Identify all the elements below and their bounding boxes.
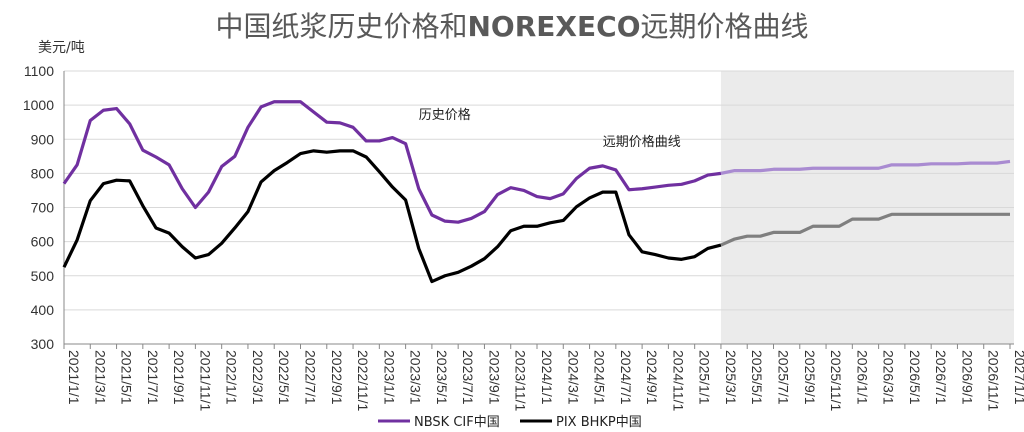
- x-tick-label: 2023/1/1: [381, 350, 397, 405]
- x-tick-label: 2025/11/1: [828, 350, 844, 411]
- chart-title-brand: NOREXECO: [468, 10, 641, 43]
- x-tick-label: 2023/9/1: [486, 350, 502, 405]
- y-tick-label: 1100: [24, 63, 54, 79]
- series-line-nbsk-forward: [720, 159, 1011, 175]
- series-line-bhkp-forward: [720, 212, 1010, 247]
- x-tick-label: 2021/9/1: [171, 350, 187, 405]
- y-unit-label: 美元/吨: [38, 40, 85, 56]
- x-axis-ticks: 2021/1/1 2021/3/1 2021/5/1 2021/7/1 2021/9/1…: [63, 344, 1024, 411]
- x-tick-label: 2022/1/1: [224, 350, 240, 405]
- series-lines: [62, 100, 1011, 284]
- legend-label-nbsk: NBSK CIF中国: [414, 415, 500, 430]
- x-tick-label: 2025/9/1: [802, 350, 818, 405]
- legend-label-bhkp: PIX BHKP中国: [556, 415, 642, 430]
- y-tick-label: 400: [31, 302, 55, 318]
- chart-title-part1: 中国纸浆历史价格和: [215, 10, 467, 43]
- x-tick-label: 2025/7/1: [776, 350, 792, 405]
- x-tick-label: 2021/11/1: [197, 350, 213, 411]
- x-tick-label: 2026/1/1: [854, 350, 870, 405]
- series-line-nbsk-history: [62, 100, 722, 224]
- x-tick-label: 2024/9/1: [644, 350, 660, 405]
- x-tick-label: 2021/7/1: [145, 350, 161, 405]
- x-tick-label: 2026/3/1: [881, 350, 897, 405]
- x-tick-label: 2024/7/1: [618, 350, 634, 405]
- x-tick-label: 2025/3/1: [723, 350, 739, 405]
- x-tick-label: 2022/9/1: [329, 350, 345, 405]
- x-tick-label: 2021/1/1: [66, 350, 82, 405]
- y-tick-label: 900: [31, 131, 55, 147]
- x-tick-label: 2027/1/1: [1012, 350, 1024, 405]
- x-tick-label: 2025/5/1: [749, 350, 765, 405]
- series-line-bhkp-history: [62, 149, 722, 284]
- chart-title-part3: 远期价格曲线: [641, 10, 809, 43]
- x-tick-label: 2025/1/1: [697, 350, 713, 405]
- annotation-0: 历史价格: [419, 107, 471, 123]
- x-tick-label: 2021/3/1: [92, 350, 108, 405]
- y-tick-label: 300: [31, 336, 55, 352]
- x-tick-label: 2022/7/1: [303, 350, 319, 405]
- annotation-1: 远期价格曲线: [603, 134, 681, 150]
- x-tick-label: 2022/3/1: [250, 350, 266, 405]
- x-tick-label: 2024/3/1: [565, 350, 581, 405]
- x-tick-label: 2022/11/1: [355, 350, 371, 411]
- x-tick-label: 2026/9/1: [959, 350, 975, 405]
- y-tick-label: 500: [31, 268, 55, 284]
- x-tick-label: 2024/11/1: [670, 350, 686, 411]
- x-tick-label: 2026/7/1: [933, 350, 949, 405]
- y-tick-label: 700: [31, 200, 55, 216]
- y-tick-label: 600: [31, 234, 55, 250]
- x-tick-label: 2023/3/1: [408, 350, 424, 405]
- x-tick-label: 2026/11/1: [986, 350, 1002, 411]
- y-tick-label: 1000: [23, 97, 54, 113]
- x-tick-label: 2022/5/1: [276, 350, 292, 405]
- x-tick-label: 2024/1/1: [539, 350, 555, 405]
- y-axis-ticks: 300 400 500 600 700 800 900 1000 1100: [23, 63, 54, 352]
- x-tick-label: 2021/5/1: [119, 350, 135, 405]
- x-tick-label: 2024/5/1: [592, 350, 608, 405]
- x-tick-label: 2026/5/1: [907, 350, 923, 405]
- y-tick-label: 800: [31, 165, 55, 181]
- x-tick-label: 2023/5/1: [434, 350, 450, 405]
- legend: NBSK CIF中国 PIX BHKP中国: [378, 415, 642, 430]
- x-tick-label: 2023/7/1: [460, 350, 476, 405]
- chart-title: 中国纸浆历史价格和NOREXECO远期价格曲线: [215, 10, 808, 43]
- x-tick-label: 2023/11/1: [513, 350, 529, 411]
